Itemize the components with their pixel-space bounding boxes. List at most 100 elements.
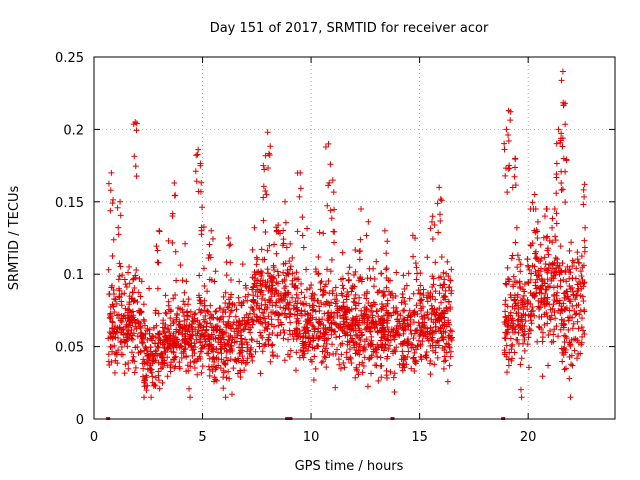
data-point (424, 325, 431, 332)
data-point (284, 351, 291, 358)
data-point (142, 343, 149, 350)
data-point (334, 309, 341, 316)
data-point (447, 277, 454, 284)
data-point (299, 340, 306, 347)
data-point (249, 321, 256, 328)
data-point (187, 308, 194, 315)
data-point (311, 353, 318, 360)
y-tick-labels: 0 0.05 0.1 0.15 0.2 0.25 (55, 51, 84, 428)
data-point (112, 296, 119, 303)
data-point (563, 304, 570, 311)
data-point (293, 269, 300, 276)
data-point (241, 317, 248, 324)
data-point (579, 264, 586, 271)
data-point (306, 285, 313, 292)
data-point (554, 262, 561, 269)
data-point (356, 294, 363, 301)
data-point (318, 359, 325, 366)
data-point (275, 312, 282, 319)
data-point (325, 312, 332, 319)
data-point (181, 289, 188, 296)
data-point (173, 328, 180, 335)
data-point (185, 301, 192, 308)
data-point (345, 270, 352, 277)
data-point (109, 253, 116, 260)
data-point (398, 299, 405, 306)
data-point (236, 350, 243, 357)
data-point (205, 350, 212, 357)
data-point (211, 356, 218, 363)
data-point (322, 345, 329, 352)
data-point (506, 162, 513, 169)
data-point (315, 335, 322, 342)
data-point (119, 351, 126, 358)
data-point (249, 246, 256, 253)
data-point (197, 323, 204, 330)
data-point (544, 320, 551, 327)
data-point (572, 296, 579, 303)
data-point (542, 290, 549, 297)
data-point (395, 326, 402, 333)
data-point (177, 262, 184, 269)
data-point (284, 267, 291, 274)
data-point (545, 362, 552, 369)
data-point (413, 276, 420, 283)
data-point (393, 308, 400, 315)
data-point (345, 276, 352, 283)
data-point (346, 264, 353, 271)
data-point (130, 121, 137, 128)
data-point (349, 314, 356, 321)
data-point (144, 352, 151, 359)
y-tick-label: 0.05 (55, 341, 84, 356)
data-point (293, 291, 300, 298)
data-point (325, 182, 332, 189)
data-point (202, 338, 209, 345)
data-point (358, 332, 365, 339)
data-point (507, 335, 514, 342)
data-point (384, 311, 391, 318)
data-point (181, 346, 188, 353)
data-point (111, 309, 118, 316)
data-point (172, 353, 179, 360)
data-point (440, 334, 447, 341)
data-point (380, 303, 387, 310)
data-point (509, 325, 516, 332)
data-point (434, 200, 441, 207)
data-point (336, 361, 343, 368)
data-point (359, 315, 366, 322)
data-point (249, 274, 256, 281)
data-point (199, 363, 206, 370)
data-point (553, 323, 560, 330)
data-point (363, 305, 370, 312)
data-point (302, 339, 309, 346)
data-point (238, 300, 245, 307)
data-point (393, 344, 400, 351)
data-point (264, 266, 271, 273)
data-point (197, 188, 204, 195)
data-point (391, 370, 398, 377)
data-point (113, 351, 120, 358)
data-point (213, 308, 220, 315)
data-point (205, 342, 212, 349)
data-point (558, 186, 565, 193)
data-point (559, 186, 566, 193)
data-point (284, 300, 291, 307)
data-point (167, 315, 174, 322)
data-point (200, 265, 207, 272)
data-point (176, 363, 183, 370)
data-point (418, 354, 425, 361)
data-point (423, 349, 430, 356)
data-point (264, 247, 271, 254)
data-point (132, 319, 139, 326)
data-point (366, 355, 373, 362)
data-point (132, 163, 139, 170)
data-point (133, 173, 140, 180)
data-point (273, 279, 280, 286)
data-point (356, 256, 363, 263)
data-point (278, 296, 285, 303)
data-point (267, 143, 274, 150)
data-point (448, 290, 455, 297)
data-point (170, 295, 177, 302)
data-point (268, 342, 275, 349)
data-point (312, 266, 319, 273)
